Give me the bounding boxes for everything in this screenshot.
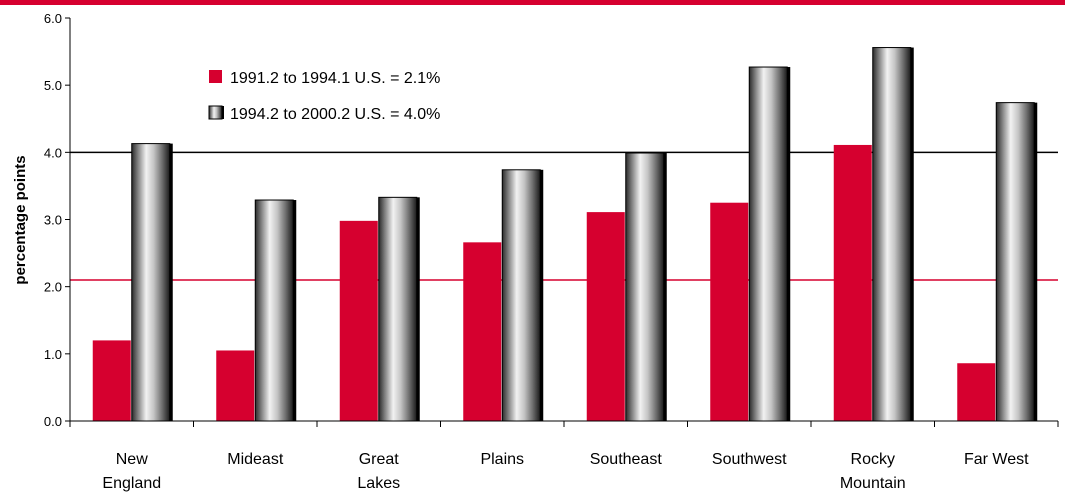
bar-series2-shadow-6 [910,47,914,421]
x-tick-label: Southeast [590,451,663,468]
x-tick-label: Plains [480,451,524,468]
x-tick-label: Mideast [227,451,284,468]
bar-series2-3 [501,169,541,422]
y-tick-label: 2.0 [44,280,62,295]
bar-series2-shadow-2 [416,197,420,421]
bar-series2-shadow-0 [169,143,173,421]
bar-series2-7 [995,102,1035,422]
x-tick-label: New England [102,451,161,492]
x-tick-label: Rocky Mountain [840,451,906,492]
bar-series1-4 [586,212,625,421]
legend-swatch-2 [208,105,223,120]
bar-series2-shadow-5 [787,67,791,421]
y-tick-label: 0.0 [44,414,62,429]
y-tick-label: 1.0 [44,347,62,362]
bar-series2-shadow-7 [1034,102,1038,421]
bar-series1-0 [92,340,131,421]
bar-series1-5 [710,202,749,421]
legend-label-1: 1991.2 to 1994.1 U.S. = 2.1% [230,70,440,87]
legend-swatch-1 [209,70,222,83]
bar-series1-3 [463,242,502,421]
top-accent-bar [0,0,1065,5]
y-tick-label: 5.0 [44,78,62,93]
y-tick-label: 4.0 [44,145,62,160]
bar-series1-7 [957,363,996,421]
bar-series2-shadow-1 [293,200,297,421]
x-tick-label: Southwest [712,451,787,468]
bar-series1-6 [833,144,872,421]
y-tick-label: 3.0 [44,213,62,228]
legend: 1991.2 to 1994.1 U.S. = 2.1% 1994.2 to 20… [208,70,440,123]
bar-series1-2 [339,220,378,421]
bar-series2-shadow-3 [540,169,544,421]
x-tick-label: Great Lakes [357,451,400,492]
x-tick-label: Far West [964,451,1029,468]
y-axis-label: percentage points [12,155,29,284]
bar-series2-0 [131,143,171,422]
legend-label-2: 1994.2 to 2000.2 U.S. = 4.0% [230,106,440,123]
bar-series1-1 [216,350,255,421]
bar-series2-2 [378,196,418,422]
bar-series2-4 [625,152,665,422]
y-tick-label: 6.0 [44,11,62,26]
legend-swatch-2-shadow [222,106,224,119]
bar-series2-1 [254,199,294,422]
bar-series2-6 [872,47,912,422]
bar-series2-5 [748,66,788,422]
bar-series2-shadow-4 [663,153,667,421]
